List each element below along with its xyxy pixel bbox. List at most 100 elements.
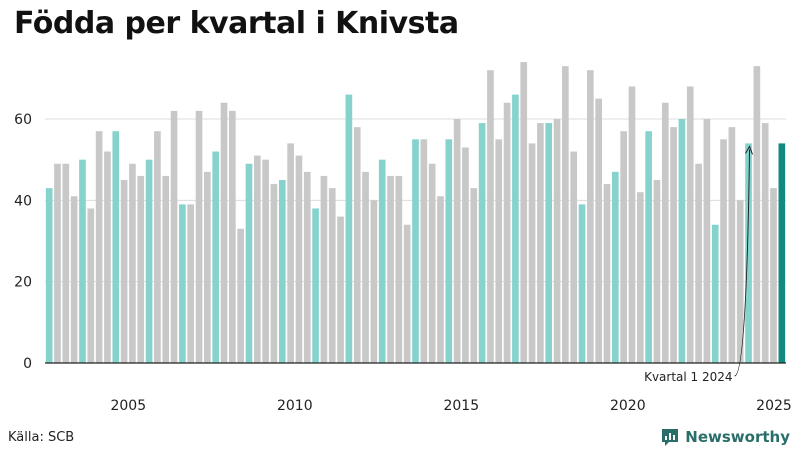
bar (229, 110, 236, 364)
y-tick-label: 20 (14, 275, 32, 291)
annotation-arrow-head (745, 145, 754, 155)
y-axis-labels: 0 20 40 60 (14, 112, 32, 372)
annotation-arrow-line (734, 149, 751, 377)
bar (120, 180, 128, 363)
bar (703, 119, 711, 363)
newsworthy-logo: Newsworthy (660, 427, 790, 447)
bar (520, 62, 528, 363)
bar (720, 139, 727, 363)
bar (678, 119, 686, 363)
bar (512, 94, 519, 363)
bar (129, 163, 136, 363)
bar (611, 171, 619, 363)
y-tick-label: 40 (14, 193, 32, 209)
bar (328, 188, 336, 363)
bar (412, 139, 419, 363)
bar (761, 123, 769, 363)
bar (570, 151, 578, 363)
x-tick-label: 2015 (443, 398, 479, 414)
bar (670, 127, 677, 363)
bar (403, 224, 411, 363)
bar (45, 188, 53, 363)
bar (253, 155, 261, 363)
bar (453, 119, 461, 363)
bar (711, 224, 719, 363)
bar (395, 175, 403, 363)
bar (270, 184, 278, 363)
bar (470, 188, 478, 363)
bar (728, 127, 736, 363)
bar (603, 184, 611, 363)
newsworthy-logo-icon (662, 429, 679, 446)
bar (287, 143, 294, 363)
bar (462, 147, 469, 363)
bar (320, 175, 328, 363)
bar (653, 180, 661, 363)
logo-text: Newsworthy (685, 428, 790, 446)
bar (587, 70, 594, 363)
bar (636, 192, 644, 363)
bar-chart: 0 20 40 60 2005 2010 2015 2020 2025 Kvartal 1 2… (14, 62, 792, 414)
bar (337, 216, 344, 363)
bar (195, 110, 203, 364)
y-tick-label: 0 (23, 356, 32, 372)
bar (204, 171, 211, 363)
bar (220, 102, 228, 363)
bar (537, 123, 544, 363)
bar (187, 204, 195, 363)
bars (45, 62, 786, 364)
bar (170, 110, 178, 364)
bar (79, 159, 86, 363)
bar (387, 175, 394, 363)
bar (104, 151, 111, 363)
bar (245, 163, 253, 363)
bar (445, 139, 453, 363)
bar (595, 98, 602, 364)
x-tick-label: 2025 (756, 398, 792, 414)
bar (478, 123, 486, 363)
bar (212, 151, 220, 363)
bar (753, 66, 761, 363)
bar (145, 159, 153, 363)
bar (437, 196, 444, 363)
bar (378, 159, 386, 363)
bar (695, 163, 702, 363)
bar (295, 155, 303, 363)
bar (154, 131, 161, 363)
bar (578, 204, 586, 363)
annotation: Kvartal 1 2024 (644, 145, 754, 384)
bar (745, 143, 752, 363)
bar (62, 163, 70, 363)
bar (562, 66, 569, 363)
bar (345, 94, 353, 363)
bar (262, 159, 269, 363)
bar (179, 204, 186, 363)
bar (162, 175, 170, 363)
x-tick-label: 2010 (277, 398, 313, 414)
bar (620, 131, 627, 363)
bar (87, 208, 95, 363)
bar (428, 163, 436, 363)
bar (736, 200, 744, 363)
bar (495, 139, 503, 363)
bar (420, 139, 428, 363)
bar (487, 70, 494, 363)
source-note: Källa: SCB (8, 430, 75, 445)
bar (528, 143, 536, 363)
bar (95, 131, 103, 363)
bar (370, 200, 378, 363)
bar (770, 188, 777, 363)
annotation-label: Kvartal 1 2024 (644, 370, 732, 384)
bar (70, 196, 78, 363)
bar (137, 175, 145, 363)
bar (278, 180, 286, 363)
bar (353, 127, 361, 363)
bar (661, 102, 669, 363)
bar (645, 131, 652, 363)
y-tick-label: 60 (14, 112, 32, 128)
bar (778, 143, 786, 363)
bar (503, 102, 511, 363)
bar (545, 123, 553, 363)
bar (628, 86, 636, 363)
bar (112, 131, 120, 363)
